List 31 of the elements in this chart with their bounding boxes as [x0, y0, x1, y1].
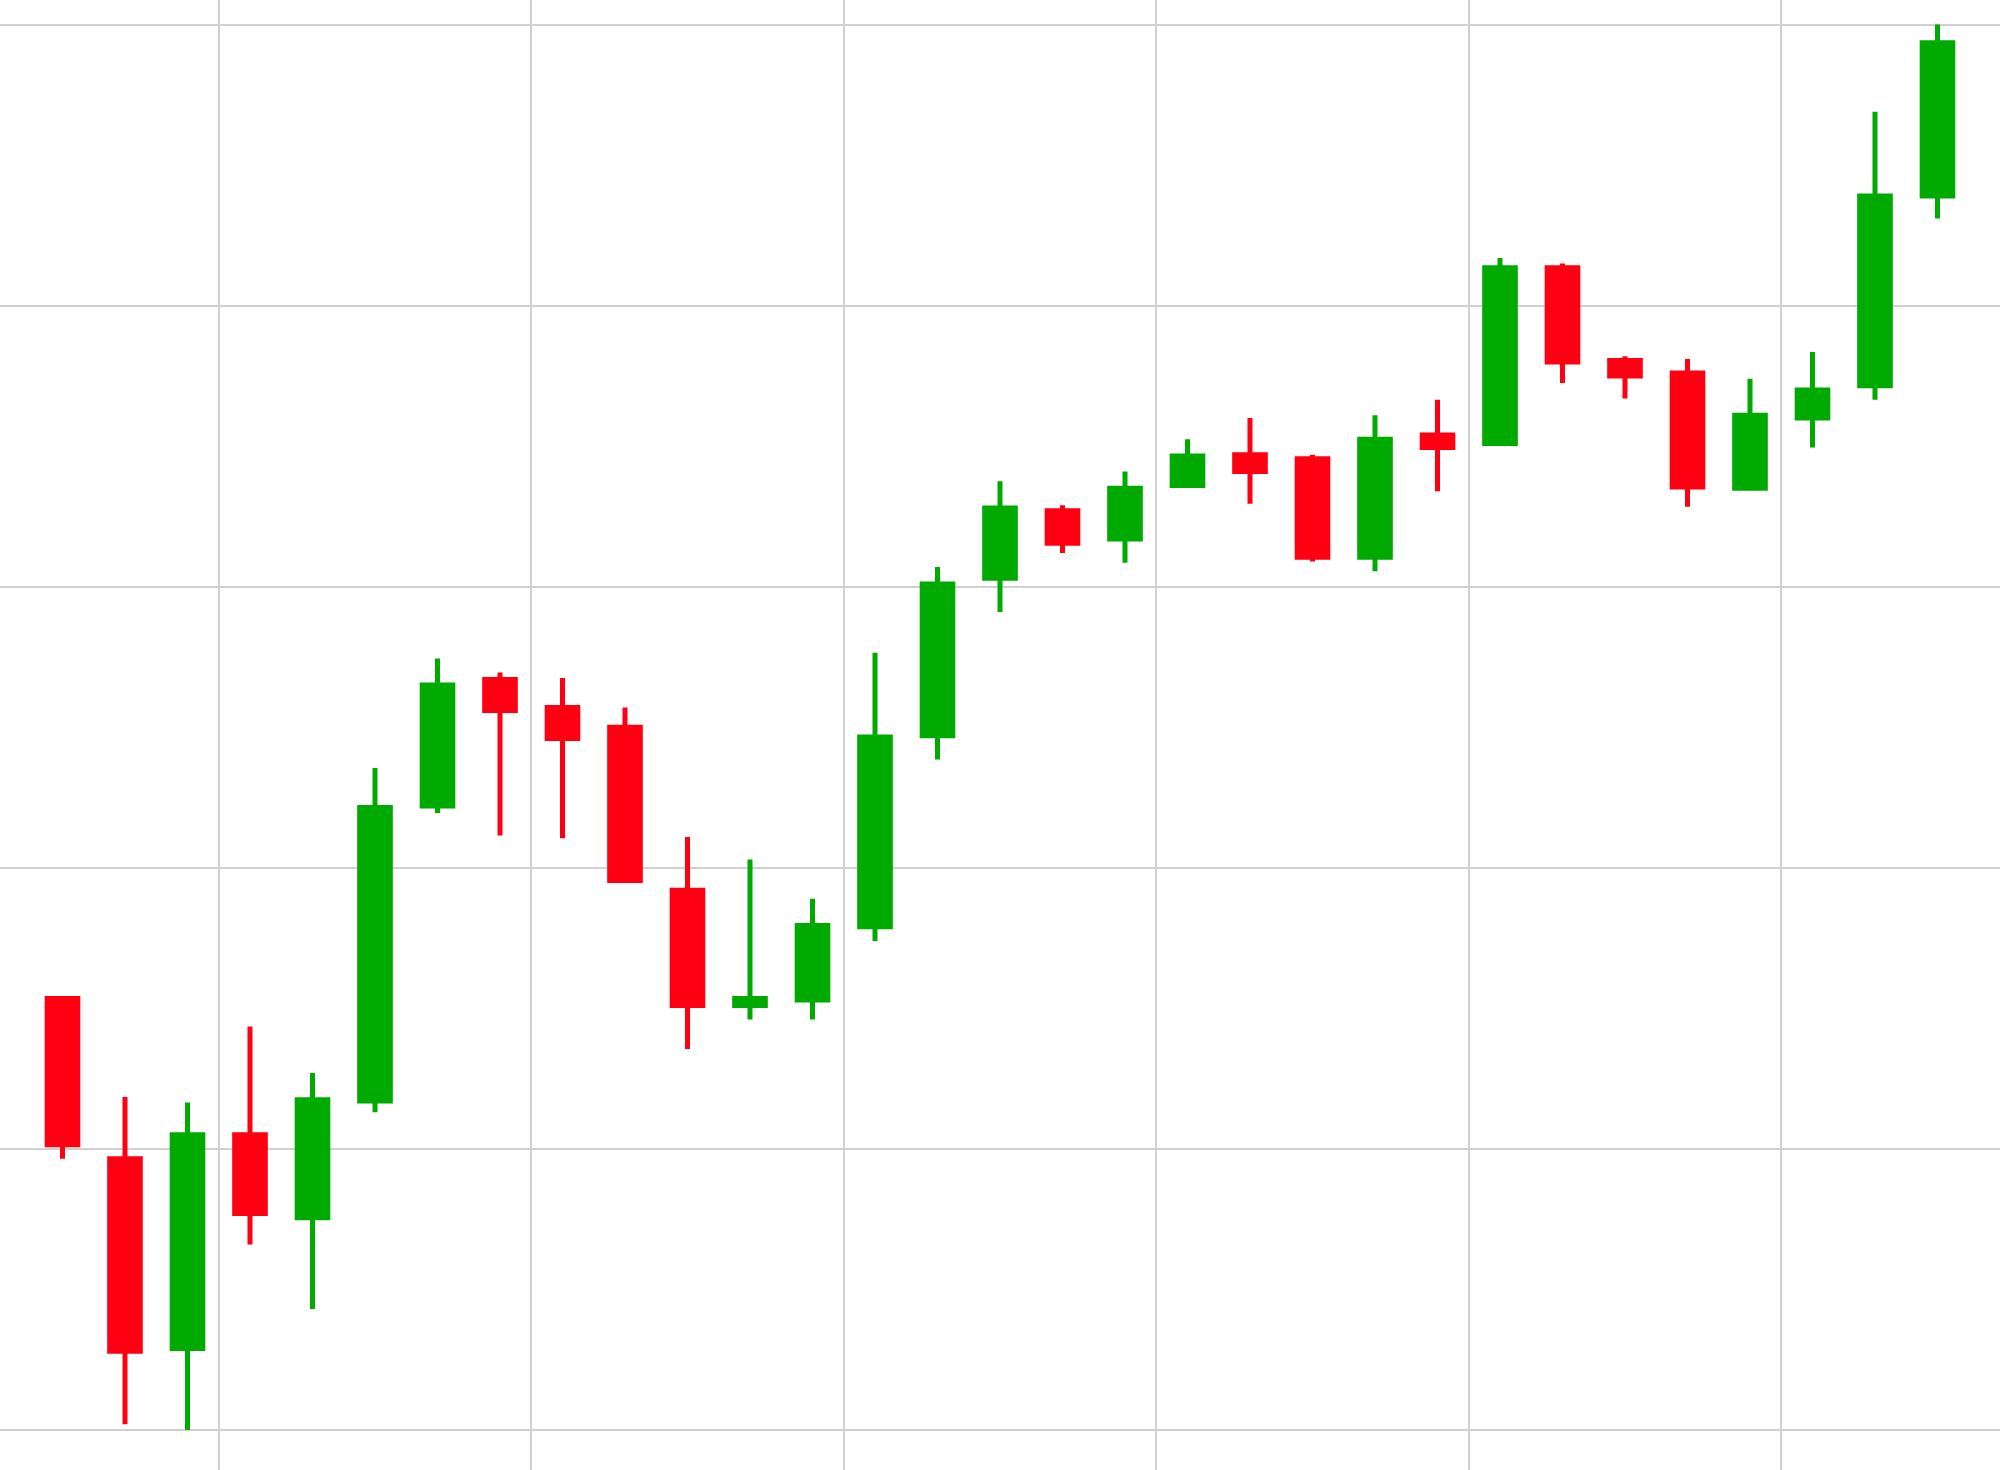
candlestick [919, 564, 956, 763]
candlestick [732, 856, 768, 1023]
candlestick [44, 996, 81, 1162]
candlestick [1607, 353, 1643, 401]
candlestick [607, 705, 643, 883]
candlestick [857, 650, 893, 944]
candlestick [1544, 261, 1581, 386]
candlestick [1669, 356, 1706, 510]
candlestick [1482, 255, 1518, 446]
candlestick [294, 1070, 331, 1312]
candlestick [1794, 349, 1831, 451]
candlestick [1294, 452, 1331, 564]
candlestick [982, 478, 1018, 615]
candlestick [1857, 109, 1893, 403]
candlestick [419, 655, 456, 816]
candlestick [669, 834, 706, 1052]
candlestick [1169, 436, 1206, 489]
candlestick [232, 1024, 268, 1247]
candlestick [1044, 502, 1081, 556]
candlestick [482, 669, 518, 838]
candlestick [1107, 469, 1143, 566]
candlestick [1419, 397, 1456, 494]
candlestick [1732, 376, 1768, 491]
candlestick [1232, 415, 1268, 507]
candlestick [794, 896, 831, 1023]
candlestick [544, 675, 581, 841]
candlestick [357, 765, 393, 1115]
candlestick [1919, 22, 1956, 222]
candlestick [107, 1094, 143, 1427]
candlestick [169, 1100, 206, 1433]
candlestick [1357, 412, 1393, 574]
